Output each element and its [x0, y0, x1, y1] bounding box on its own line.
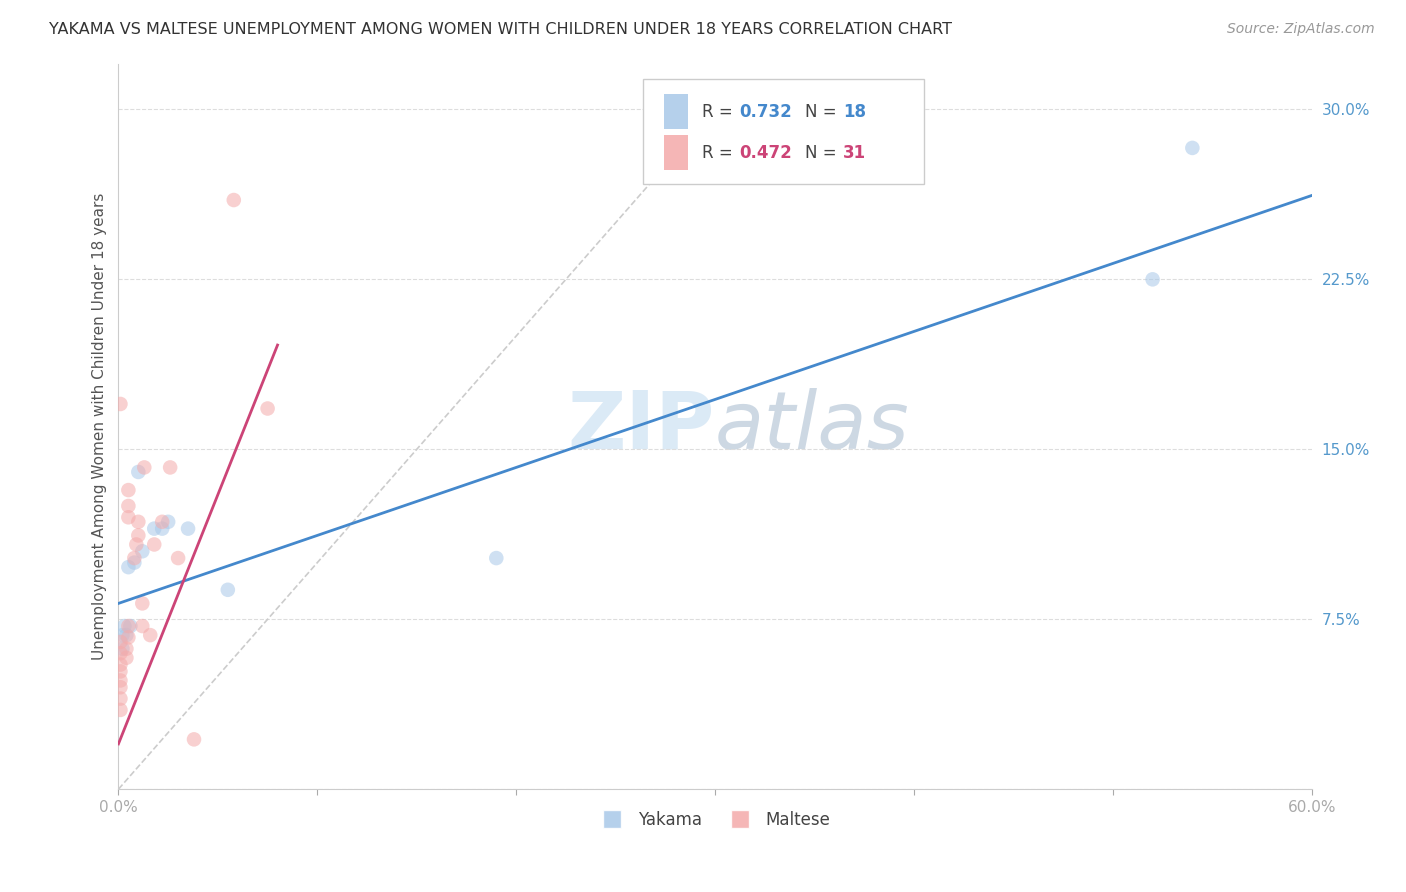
Point — [117, 631, 139, 645]
Text: N =: N = — [804, 144, 841, 161]
Point — [127, 515, 149, 529]
Text: YAKAMA VS MALTESE UNEMPLOYMENT AMONG WOMEN WITH CHILDREN UNDER 18 YEARS CORRELAT: YAKAMA VS MALTESE UNEMPLOYMENT AMONG WOM… — [49, 22, 952, 37]
Point — [131, 596, 153, 610]
Point — [117, 619, 139, 633]
Point — [115, 641, 138, 656]
Point — [127, 465, 149, 479]
Point — [150, 515, 173, 529]
Point — [157, 515, 180, 529]
Point — [150, 522, 173, 536]
Point — [177, 522, 200, 536]
Point — [110, 397, 132, 411]
Point — [131, 619, 153, 633]
Bar — [664, 95, 688, 129]
Point — [167, 551, 190, 566]
Y-axis label: Unemployment Among Women with Children Under 18 years: Unemployment Among Women with Children U… — [93, 193, 107, 660]
Point — [125, 537, 148, 551]
Text: Source: ZipAtlas.com: Source: ZipAtlas.com — [1227, 22, 1375, 37]
Point — [139, 628, 162, 642]
Point — [143, 537, 166, 551]
Point — [183, 732, 205, 747]
Point — [159, 460, 181, 475]
Point — [124, 551, 146, 566]
Point — [115, 628, 138, 642]
Point — [127, 528, 149, 542]
Point — [117, 510, 139, 524]
Point — [1181, 141, 1204, 155]
Text: 31: 31 — [842, 144, 866, 161]
Text: R =: R = — [702, 103, 738, 120]
Text: ZIP: ZIP — [568, 388, 716, 466]
Point — [111, 628, 134, 642]
Point — [110, 657, 132, 672]
Point — [110, 680, 132, 694]
Text: 0.732: 0.732 — [740, 103, 792, 120]
Point — [110, 673, 132, 688]
Point — [110, 691, 132, 706]
Point — [143, 522, 166, 536]
Point — [117, 560, 139, 574]
Point — [131, 544, 153, 558]
Text: 0.472: 0.472 — [740, 144, 792, 161]
Point — [134, 460, 156, 475]
Point — [110, 635, 132, 649]
Point — [110, 646, 132, 660]
Point — [115, 650, 138, 665]
Text: 18: 18 — [842, 103, 866, 120]
Point — [112, 619, 135, 633]
FancyBboxPatch shape — [644, 78, 924, 184]
Text: atlas: atlas — [716, 388, 910, 466]
Text: R =: R = — [702, 144, 738, 161]
Point — [117, 483, 139, 497]
Point — [1142, 272, 1164, 286]
Point — [120, 619, 142, 633]
Point — [485, 551, 508, 566]
Bar — [664, 136, 688, 170]
Point — [111, 641, 134, 656]
Point — [222, 193, 245, 207]
Legend: Yakama, Maltese: Yakama, Maltese — [593, 804, 837, 835]
Point — [217, 582, 239, 597]
Point — [256, 401, 278, 416]
Point — [124, 556, 146, 570]
Point — [110, 703, 132, 717]
Text: N =: N = — [804, 103, 841, 120]
Point — [117, 499, 139, 513]
Point — [110, 665, 132, 679]
